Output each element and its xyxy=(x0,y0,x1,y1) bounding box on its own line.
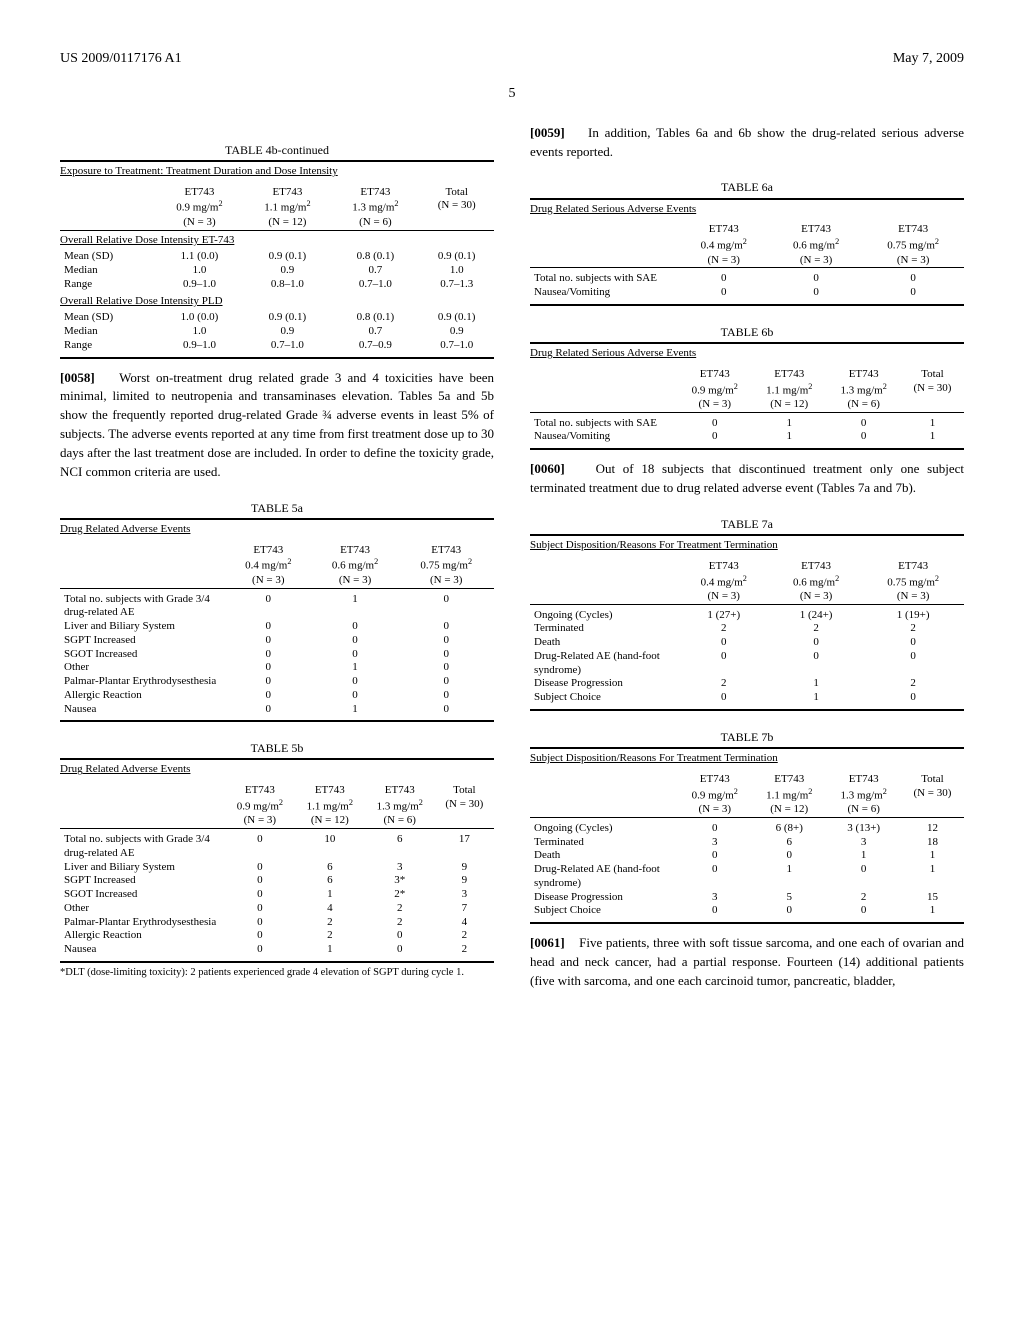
para-text: Out of 18 subjects that discontinued tre… xyxy=(530,461,964,495)
table-row: Total no. subjects with SAE000 xyxy=(530,272,964,286)
right-column: [0059] In addition, Tables 6a and 6b sho… xyxy=(530,124,964,1001)
table5a: Drug Related Adverse EventsET7430.4 mg/m… xyxy=(60,518,494,722)
table6a: Drug Related Serious Adverse EventsET743… xyxy=(530,198,964,306)
table-row: Liver and Biliary System0639 xyxy=(60,861,494,875)
para-text: Five patients, three with soft tissue sa… xyxy=(530,935,964,988)
para-0061: [0061] Five patients, three with soft ti… xyxy=(530,934,964,991)
para-text: Worst on-treatment drug related grade 3 … xyxy=(60,370,494,479)
table-row: Total no. subjects with Grade 3/4 drug-r… xyxy=(60,593,494,621)
para-num: [0060] xyxy=(530,461,565,476)
table-row: Subject Choice0001 xyxy=(530,904,964,918)
table5a-caption: TABLE 5a xyxy=(60,500,494,516)
table-row: Total no. subjects with Grade 3/4 drug-r… xyxy=(60,833,494,861)
table4b: Exposure to Treatment: Treatment Duratio… xyxy=(60,160,494,359)
para-num: [0059] xyxy=(530,125,565,140)
para-0060: [0060] Out of 18 subjects that discontin… xyxy=(530,460,964,498)
page-header: US 2009/0117176 A1 May 7, 2009 xyxy=(60,50,964,69)
page-number: 5 xyxy=(60,85,964,104)
table-row: SGOT Increased000 xyxy=(60,648,494,662)
table-row: SGPT Increased063*9 xyxy=(60,874,494,888)
table-row: Palmar-Plantar Erythrodysesthesia0224 xyxy=(60,916,494,930)
table-row: Death000 xyxy=(530,636,964,650)
table6b: Drug Related Serious Adverse EventsET743… xyxy=(530,342,964,450)
table-row: Ongoing (Cycles)1 (27+)1 (24+)1 (19+) xyxy=(530,609,964,623)
table-row: Palmar-Plantar Erythrodysesthesia000 xyxy=(60,675,494,689)
table-row: Disease Progression212 xyxy=(530,677,964,691)
table6a-caption: TABLE 6a xyxy=(530,179,964,195)
table-row: Death0011 xyxy=(530,849,964,863)
table-row: Other0427 xyxy=(60,902,494,916)
table-row: Nausea010 xyxy=(60,703,494,717)
table-row: Terminated222 xyxy=(530,622,964,636)
table-row: Drug-Related AE (hand-foot syndrome)0101 xyxy=(530,863,964,891)
table7b-caption: TABLE 7b xyxy=(530,729,964,745)
table-row: Terminated36318 xyxy=(530,836,964,850)
table-row: Nausea0102 xyxy=(60,943,494,957)
table-row: Liver and Biliary System000 xyxy=(60,620,494,634)
table5b-footnote: *DLT (dose-limiting toxicity): 2 patient… xyxy=(60,966,494,979)
table-row: Allergic Reaction0202 xyxy=(60,929,494,943)
table-row: Nausea/Vomiting000 xyxy=(530,286,964,300)
para-0059: [0059] In addition, Tables 6a and 6b sho… xyxy=(530,124,964,162)
table-row: Nausea/Vomiting0101 xyxy=(530,430,964,444)
table5b-caption: TABLE 5b xyxy=(60,740,494,756)
table7b: Subject Disposition/Reasons For Treatmen… xyxy=(530,747,964,924)
table-row: SGOT Increased012*3 xyxy=(60,888,494,902)
table-row: Allergic Reaction000 xyxy=(60,689,494,703)
table-row: Subject Choice010 xyxy=(530,691,964,705)
table7a: Subject Disposition/Reasons For Treatmen… xyxy=(530,534,964,711)
pub-date: May 7, 2009 xyxy=(893,50,964,69)
table-row: Drug-Related AE (hand-foot syndrome)000 xyxy=(530,650,964,678)
table5b: Drug Related Adverse EventsET7430.9 mg/m… xyxy=(60,758,494,962)
docket-number: US 2009/0117176 A1 xyxy=(60,50,182,69)
table6b-caption: TABLE 6b xyxy=(530,324,964,340)
table7a-caption: TABLE 7a xyxy=(530,516,964,532)
para-num: [0058] xyxy=(60,370,95,385)
table-row: Disease Progression35215 xyxy=(530,891,964,905)
left-column: TABLE 4b-continued Exposure to Treatment… xyxy=(60,124,494,1001)
para-num: [0061] xyxy=(530,935,565,950)
table-row: Total no. subjects with SAE0101 xyxy=(530,417,964,431)
para-text: In addition, Tables 6a and 6b show the d… xyxy=(530,125,964,159)
table-row: Ongoing (Cycles)06 (8+)3 (13+)12 xyxy=(530,822,964,836)
table-row: Other010 xyxy=(60,661,494,675)
table-row: SGPT Increased000 xyxy=(60,634,494,648)
para-0058: [0058] Worst on-treatment drug related g… xyxy=(60,369,494,482)
table4b-caption: TABLE 4b-continued xyxy=(60,142,494,158)
